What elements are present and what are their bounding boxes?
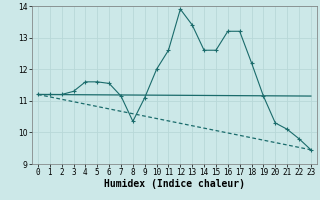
X-axis label: Humidex (Indice chaleur): Humidex (Indice chaleur) [104,179,245,189]
